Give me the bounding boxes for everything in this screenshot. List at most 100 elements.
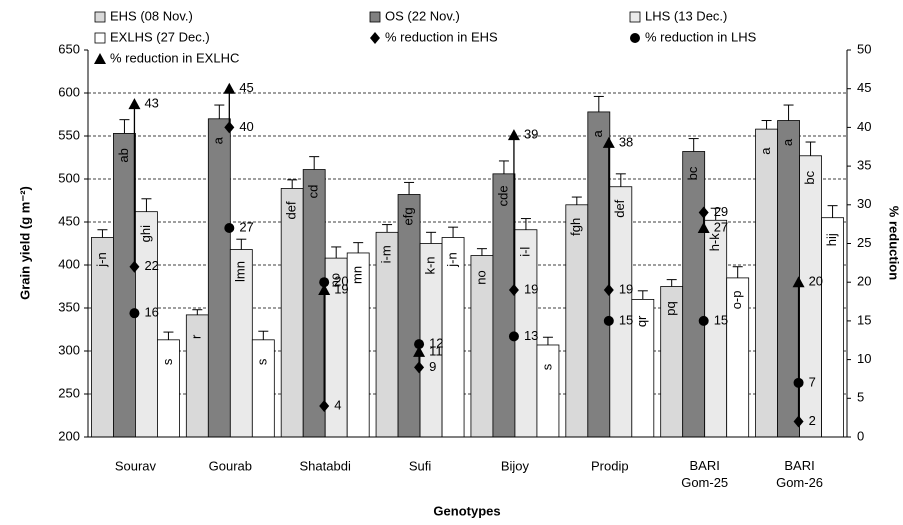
point-label: 27 — [714, 219, 728, 234]
y-tick-label: 250 — [58, 385, 80, 400]
triangle-marker — [128, 98, 141, 110]
bar — [536, 344, 560, 438]
bar-letter: def — [612, 199, 627, 217]
y2-tick-label: 40 — [857, 119, 871, 134]
point-label: 22 — [144, 258, 158, 273]
x-tick-label: Bijoy — [501, 458, 530, 473]
bar-letter: o-p — [729, 291, 744, 310]
point-label: 16 — [144, 305, 158, 320]
triangle-marker — [318, 283, 331, 295]
bar-letter: a — [758, 147, 773, 155]
x-tick-label: Shatabdi — [300, 458, 351, 473]
point-label: 27 — [239, 219, 253, 234]
legend-swatch — [94, 11, 106, 23]
circle-marker — [224, 223, 235, 234]
x-tick-label: BARI Gom-25 — [681, 458, 728, 490]
point-label: 43 — [144, 96, 158, 111]
bar — [821, 217, 844, 438]
circle-marker — [414, 339, 425, 350]
bar-letter: s — [255, 358, 270, 365]
bar — [565, 204, 589, 438]
legend-label: OS (22 Nov.) — [385, 8, 460, 23]
bar — [135, 211, 158, 438]
x-tick-label: Gourab — [209, 458, 252, 473]
point-label: 19 — [334, 281, 348, 296]
legend-swatch — [629, 11, 641, 23]
bar-letter: no — [473, 270, 488, 284]
bar — [113, 133, 136, 438]
triangle-marker — [223, 82, 236, 94]
point-label: 45 — [239, 80, 253, 95]
legend-label: % reduction in EHS — [385, 29, 498, 44]
point-label: 12 — [429, 336, 443, 351]
y2-tick-label: 25 — [857, 235, 871, 250]
y-tick-label: 300 — [58, 342, 80, 357]
triangle-marker — [602, 136, 615, 148]
bar — [280, 188, 304, 438]
triangle-marker — [94, 53, 106, 64]
diamond-marker — [793, 415, 804, 428]
bar — [799, 155, 822, 438]
point-label: 15 — [714, 312, 728, 327]
bar — [755, 128, 778, 438]
y-tick-label: 350 — [58, 299, 80, 314]
legend-label: % reduction in EXLHC — [110, 50, 239, 65]
bar-letter: fgh — [568, 218, 583, 236]
diamond-marker — [698, 206, 709, 219]
diamond-marker — [508, 283, 519, 296]
bar-letter: efg — [401, 207, 416, 225]
diamond-marker — [224, 121, 235, 134]
bar — [251, 339, 275, 438]
bar-letter: lmn — [233, 261, 248, 282]
bar — [777, 120, 800, 438]
bar-letter: ghi — [138, 225, 153, 242]
bar-letter: pq — [663, 301, 678, 315]
triangle-marker — [507, 129, 520, 141]
y-tick-label: 400 — [58, 256, 80, 271]
circle-marker — [319, 277, 330, 288]
legend-label: % reduction in LHS — [645, 29, 757, 44]
bar-letter: bc — [802, 170, 817, 184]
point-label: 29 — [714, 204, 728, 219]
bar-letter: cd — [306, 185, 321, 199]
y-tick-label: 550 — [58, 127, 80, 142]
y2-axis-label: % reduction — [887, 206, 902, 280]
bar-letter: hij — [824, 233, 839, 246]
bar-letter: h-k — [707, 233, 722, 252]
bar-letter: j-n — [94, 252, 109, 267]
point-label: 19 — [524, 281, 538, 296]
y-axis-label: Grain yield (g m⁻²) — [17, 186, 32, 300]
diamond-marker — [603, 283, 614, 296]
bar — [704, 219, 728, 438]
bar — [682, 151, 706, 438]
y2-tick-label: 50 — [857, 41, 871, 56]
y2-tick-label: 0 — [857, 428, 864, 443]
bar — [302, 169, 326, 438]
y-tick-label: 650 — [58, 41, 80, 56]
diamond-marker — [370, 32, 380, 44]
y2-tick-label: 35 — [857, 158, 871, 173]
bar-letter: s — [160, 358, 175, 365]
point-label: 4 — [334, 397, 341, 412]
circle-marker — [603, 315, 614, 326]
circle-marker — [793, 377, 804, 388]
circle-marker — [698, 315, 709, 326]
bar-letter: def — [284, 201, 299, 219]
bar-letter: qr — [634, 315, 649, 327]
diamond-marker — [319, 400, 330, 413]
y2-tick-label: 10 — [857, 351, 871, 366]
triangle-marker — [697, 222, 710, 234]
point-label: 13 — [524, 328, 538, 343]
diamond-marker — [129, 260, 140, 273]
x-tick-label: Prodip — [591, 458, 629, 473]
legend-label: LHS (13 Dec.) — [645, 8, 727, 23]
bar-letter: i-l — [517, 247, 532, 257]
y2-tick-label: 20 — [857, 274, 871, 289]
point-label: 20 — [809, 274, 823, 289]
x-tick-label: Sufi — [409, 458, 432, 473]
bar — [185, 314, 209, 438]
circle-marker — [508, 331, 519, 342]
bar — [587, 111, 611, 438]
point-label: 11 — [429, 343, 443, 358]
point-label: 7 — [809, 374, 816, 389]
